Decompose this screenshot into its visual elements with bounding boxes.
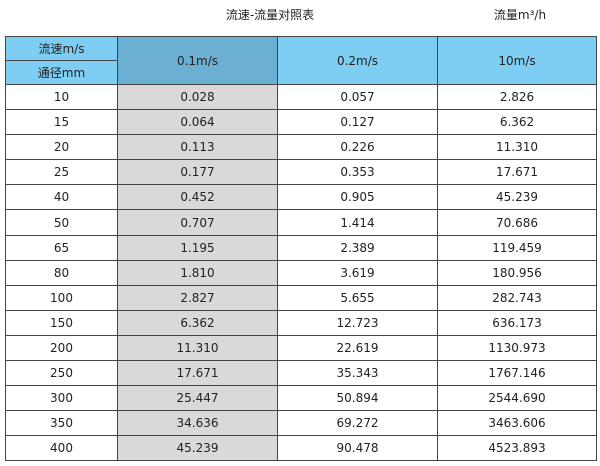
table-row: 250 17.671 35.343 1767.146 [5,360,597,387]
flow-cell: 0.905 [277,184,438,211]
diameter-cell: 250 [5,360,118,387]
flow-cell: 5.655 [277,284,438,311]
flow-cell: 0.113 [117,134,278,161]
header-col-0.1: 0.1m/s [117,36,278,85]
table-row: 50 0.707 1.414 70.686 [5,209,597,236]
flow-cell: 2.389 [277,234,438,261]
flow-cell: 17.671 [117,360,278,387]
flow-cell: 45.239 [437,184,597,211]
flow-cell: 0.057 [277,83,438,111]
header-col-10: 10m/s [437,36,597,85]
table-row: 100 2.827 5.655 282.743 [5,284,597,311]
flow-cell: 6.362 [437,109,597,136]
diameter-cell: 80 [5,259,118,286]
flow-cell: 0.452 [117,184,278,211]
flow-cell: 69.272 [277,410,438,437]
flow-cell: 12.723 [277,309,438,336]
flow-cell: 180.956 [437,259,597,286]
table-row: 200 11.310 22.619 1130.973 [5,334,597,362]
header-diameter-label: 通径mm [5,60,118,85]
flow-cell: 11.310 [437,134,597,161]
flow-cell: 70.686 [437,209,597,236]
diameter-cell: 10 [5,83,118,111]
table-row: 65 1.195 2.389 119.459 [5,234,597,261]
diameter-cell: 300 [5,385,118,412]
header-velocity-label: 流速m/s [5,36,118,61]
flow-cell: 1130.973 [437,334,597,362]
diameter-cell: 100 [5,284,118,311]
flow-cell: 11.310 [117,334,278,362]
table-body: 10 0.028 0.057 2.826 15 0.064 0.127 6.362 20 0.11… [5,83,597,462]
flow-cell: 1767.146 [437,360,597,387]
table-row: 350 34.636 69.272 3463.606 [5,410,597,437]
diameter-cell: 350 [5,410,118,437]
flow-cell: 3.619 [277,259,438,286]
table-row: 20 0.113 0.226 11.310 [5,134,597,161]
flow-cell: 636.173 [437,309,597,336]
flow-cell: 4523.893 [437,435,597,462]
flow-cell: 35.343 [277,360,438,387]
unit-label: 流量m³/h [493,8,547,22]
table-row: 300 25.447 50.894 2544.690 [5,385,597,412]
flow-cell: 282.743 [437,284,597,311]
table-row: 10 0.028 0.057 2.826 [5,83,597,111]
flow-cell: 90.478 [277,435,438,462]
diameter-cell: 400 [5,435,118,462]
flow-cell: 2.826 [437,83,597,111]
table-row: 15 0.064 0.127 6.362 [5,109,597,136]
diameter-cell: 25 [5,159,118,186]
flow-cell: 0.226 [277,134,438,161]
flow-cell: 0.353 [277,159,438,186]
flow-table: 流速m/s 0.1m/s 0.2m/s 10m/s 通径mm 10 0.028 0.… [5,36,597,462]
flow-cell: 1.810 [117,259,278,286]
flow-cell: 17.671 [437,159,597,186]
flow-cell: 22.619 [277,334,438,362]
flow-cell: 1.414 [277,209,438,236]
flow-cell: 0.177 [117,159,278,186]
flow-cell: 0.028 [117,83,278,111]
header-col-0.2: 0.2m/s [277,36,438,85]
diameter-cell: 200 [5,334,118,362]
diameter-cell: 150 [5,309,118,336]
flow-cell: 50.894 [277,385,438,412]
table-title: 流速-流量对照表 [225,8,315,22]
flow-cell: 3463.606 [437,410,597,437]
diameter-cell: 65 [5,234,118,261]
diameter-cell: 15 [5,109,118,136]
flow-cell: 0.707 [117,209,278,236]
diameter-cell: 50 [5,209,118,236]
flow-cell: 34.636 [117,410,278,437]
flow-cell: 2544.690 [437,385,597,412]
table-row: 40 0.452 0.905 45.239 [5,184,597,211]
diameter-cell: 20 [5,134,118,161]
table-row: 150 6.362 12.723 636.173 [5,309,597,336]
diameter-cell: 40 [5,184,118,211]
table-row: 25 0.177 0.353 17.671 [5,159,597,186]
flow-cell: 1.195 [117,234,278,261]
flow-cell: 2.827 [117,284,278,311]
flow-cell: 0.127 [277,109,438,136]
flow-cell: 119.459 [437,234,597,261]
flow-cell: 0.064 [117,109,278,136]
flow-cell: 25.447 [117,385,278,412]
table-row: 80 1.810 3.619 180.956 [5,259,597,286]
flow-cell: 6.362 [117,309,278,336]
flow-cell: 45.239 [117,435,278,462]
table-row: 400 45.239 90.478 4523.893 [5,435,597,462]
